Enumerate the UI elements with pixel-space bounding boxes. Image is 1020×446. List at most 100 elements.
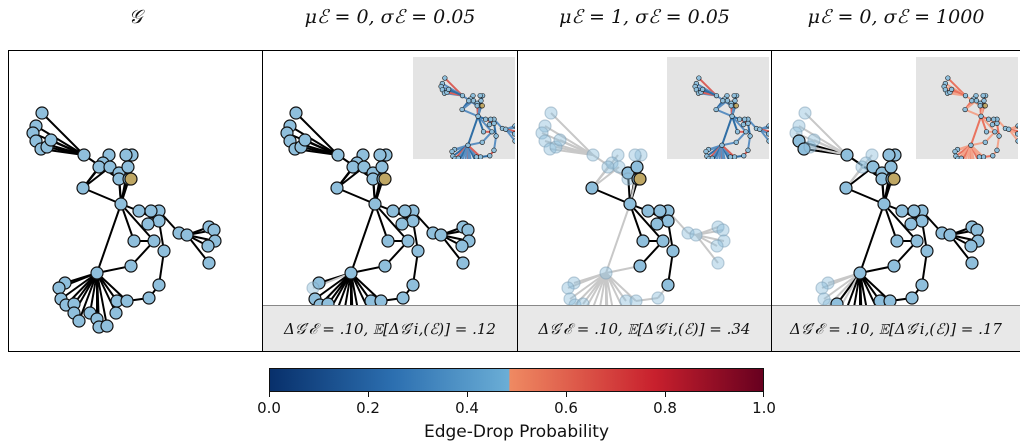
target-node bbox=[378, 172, 392, 186]
graph-node bbox=[710, 239, 724, 253]
edge-probability-inset bbox=[413, 57, 515, 159]
graph bbox=[280, 106, 476, 334]
inset-node bbox=[982, 103, 988, 109]
inset-node bbox=[512, 138, 515, 144]
graph-node bbox=[344, 266, 358, 280]
colorbar-tick-label: 0.6 bbox=[554, 399, 578, 417]
inset-node bbox=[486, 122, 492, 128]
graph-node bbox=[76, 181, 90, 195]
graph-node bbox=[840, 148, 854, 162]
target-node bbox=[633, 172, 647, 186]
graph-node bbox=[77, 148, 91, 162]
graph-edge bbox=[859, 203, 885, 274]
graph-node bbox=[915, 214, 929, 228]
graph-node bbox=[456, 256, 470, 270]
graph-node bbox=[157, 244, 171, 258]
inset-edge bbox=[964, 108, 982, 118]
graph-edge bbox=[374, 203, 409, 242]
inset-node bbox=[992, 129, 998, 135]
graph-node bbox=[895, 204, 909, 218]
graph-node bbox=[406, 214, 420, 228]
inset-node bbox=[962, 93, 969, 99]
target-node bbox=[124, 172, 138, 186]
graph-node bbox=[601, 160, 615, 174]
graph-node bbox=[100, 319, 114, 333]
graph-node bbox=[716, 223, 730, 237]
inset-graph bbox=[941, 75, 1018, 159]
graph-node bbox=[853, 266, 867, 280]
inset-edge bbox=[980, 115, 996, 133]
inset-node bbox=[740, 122, 746, 128]
inset-edge bbox=[980, 115, 988, 133]
inset-node bbox=[983, 129, 990, 135]
dropped-edge bbox=[550, 112, 594, 156]
inset-node bbox=[470, 93, 476, 99]
graph-node bbox=[549, 140, 563, 154]
graph-node bbox=[44, 133, 58, 147]
graph-node bbox=[612, 160, 626, 174]
graph-node bbox=[368, 197, 382, 211]
dropped-edge bbox=[804, 112, 848, 156]
graph-node bbox=[331, 148, 345, 162]
graph-node bbox=[90, 266, 104, 280]
graph-edge bbox=[120, 203, 155, 242]
graph-node bbox=[887, 259, 901, 273]
inset-node bbox=[958, 155, 964, 159]
graph-node bbox=[395, 217, 409, 231]
graph-node bbox=[798, 106, 812, 120]
inset-node bbox=[511, 131, 515, 137]
graph-node bbox=[330, 181, 344, 195]
graph-node bbox=[535, 126, 549, 140]
graph-edge bbox=[96, 203, 122, 274]
graph-edge bbox=[96, 272, 108, 327]
graph-node bbox=[144, 204, 158, 218]
graph-node bbox=[807, 133, 821, 147]
graph-node bbox=[381, 234, 395, 248]
graph-edge bbox=[859, 272, 891, 302]
inset-edge bbox=[715, 108, 733, 118]
graph-node bbox=[103, 160, 117, 174]
graph-node bbox=[815, 281, 829, 295]
graph-edge bbox=[96, 272, 128, 302]
graph-node bbox=[907, 204, 921, 218]
graph-node bbox=[666, 244, 680, 258]
graph-node bbox=[298, 133, 312, 147]
graph-node bbox=[561, 281, 575, 295]
graph-node bbox=[866, 160, 880, 174]
colorbar-tick-label: 1.0 bbox=[752, 399, 776, 417]
graph-node bbox=[661, 278, 675, 292]
inset-node bbox=[978, 113, 984, 119]
inset-node bbox=[470, 98, 477, 104]
panel-title: 𝒢 bbox=[128, 6, 143, 28]
graph-node bbox=[544, 106, 558, 120]
inset-node bbox=[700, 86, 706, 92]
inset-node bbox=[980, 93, 986, 99]
inset-node bbox=[478, 98, 484, 104]
colorbar-tick bbox=[467, 392, 468, 397]
colorbar-gradient bbox=[269, 368, 764, 392]
graph-node bbox=[553, 133, 567, 147]
graph bbox=[26, 106, 222, 334]
inset-node bbox=[477, 93, 483, 99]
dropped-edge bbox=[605, 272, 637, 302]
inset-node bbox=[446, 86, 452, 92]
graph-node bbox=[904, 217, 918, 231]
graph-node bbox=[152, 214, 166, 228]
graph-node bbox=[35, 106, 49, 120]
dropped-edge bbox=[687, 232, 697, 236]
graph-node bbox=[386, 204, 400, 218]
inset-node bbox=[996, 133, 1002, 139]
graph-node bbox=[656, 234, 670, 248]
inset-node bbox=[733, 139, 739, 145]
graph-node bbox=[396, 291, 410, 305]
graph-edge bbox=[89, 272, 98, 314]
colorbar-tick bbox=[566, 392, 567, 397]
inset-node bbox=[696, 75, 702, 81]
inset-node bbox=[465, 142, 471, 148]
inset-node bbox=[741, 153, 747, 159]
graph-edge bbox=[41, 112, 85, 156]
graph-node bbox=[882, 148, 896, 162]
graph-node bbox=[905, 291, 919, 305]
inset-node bbox=[745, 147, 751, 153]
inset-node bbox=[491, 120, 497, 126]
